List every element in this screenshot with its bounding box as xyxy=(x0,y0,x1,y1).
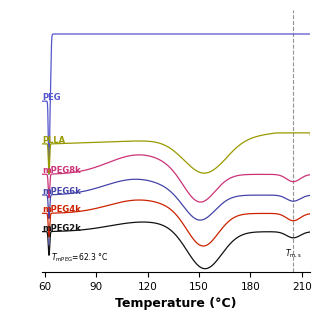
Text: mPEG6k: mPEG6k xyxy=(42,187,81,196)
Text: mPEG2k: mPEG2k xyxy=(42,224,81,233)
Text: PLLA: PLLA xyxy=(42,136,65,145)
Text: PEG: PEG xyxy=(42,93,60,102)
X-axis label: Temperature (°C): Temperature (°C) xyxy=(115,297,237,310)
Text: $T_{\rm m,s}$: $T_{\rm m,s}$ xyxy=(285,248,302,260)
Text: $T_{\rm mPEG}$=62.3 °C: $T_{\rm mPEG}$=62.3 °C xyxy=(51,251,108,264)
Text: mPEG8k: mPEG8k xyxy=(42,166,81,175)
Text: mPEG4k: mPEG4k xyxy=(42,205,81,214)
